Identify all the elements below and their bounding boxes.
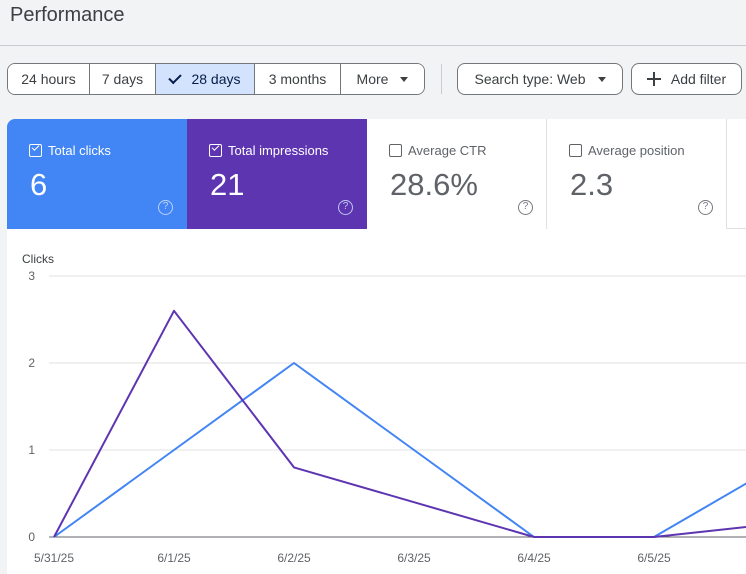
- y-tick-label: 0: [28, 530, 35, 544]
- metric-label: Total clicks: [48, 143, 111, 158]
- date-range-3-months-button[interactable]: 3 months: [255, 64, 341, 94]
- performance-chart: Clicks 0 1 2 3 5/31/25 6/1/25 6/2/25 6/3/25 6/4/2…: [7, 229, 746, 574]
- checkbox-checked-icon[interactable]: [29, 144, 42, 157]
- metric-value: 21: [210, 167, 245, 202]
- x-tick-label: 6/4/25: [517, 551, 551, 565]
- metric-label-row: Average CTR: [389, 143, 487, 158]
- date-range-label: More: [356, 71, 389, 87]
- x-tick-label: 5/31/25: [34, 551, 74, 565]
- metric-card-average-position[interactable]: Average position 2.3 ?: [547, 119, 727, 229]
- metric-label-row: Total clicks: [29, 143, 111, 158]
- checkbox-unchecked-icon[interactable]: [569, 144, 582, 157]
- metric-value: 28.6%: [390, 167, 478, 202]
- search-type-label: Search type: Web: [474, 71, 586, 87]
- help-icon[interactable]: ?: [158, 200, 173, 215]
- y-tick-label: 3: [28, 269, 35, 283]
- date-range-28-days-button[interactable]: 28 days: [156, 64, 255, 94]
- metric-value: 6: [30, 167, 48, 202]
- chart-svg: Clicks 0 1 2 3 5/31/25 6/1/25 6/2/25 6/3/25 6/4/2…: [22, 252, 746, 565]
- plus-icon: [646, 72, 661, 86]
- page-header: Performance: [0, 0, 746, 46]
- metric-value: 2.3: [570, 167, 614, 202]
- metric-card-total-clicks[interactable]: Total clicks 6 ?: [7, 119, 187, 229]
- toolbar: 24 hours 7 days 28 days 3 months More Se…: [0, 58, 746, 98]
- checkbox-unchecked-icon[interactable]: [389, 144, 402, 157]
- metric-label: Total impressions: [228, 143, 329, 158]
- y-tick-label: 1: [28, 443, 35, 457]
- metric-card-total-impressions[interactable]: Total impressions 21 ?: [187, 119, 367, 229]
- series-line-impressions: [53, 309, 746, 538]
- check-icon: [168, 70, 183, 84]
- date-range-more-button[interactable]: More: [341, 64, 424, 94]
- y-tick-label: 2: [28, 356, 35, 370]
- y-axis-label: Clicks: [22, 252, 54, 266]
- date-range-label: 28 days: [191, 71, 241, 87]
- date-range-7-days-button[interactable]: 7 days: [90, 64, 156, 94]
- date-range-24-hours-button[interactable]: 24 hours: [8, 64, 90, 94]
- date-range-label: 3 months: [268, 71, 327, 87]
- x-tick-label: 6/2/25: [277, 551, 311, 565]
- toolbar-divider: [441, 64, 442, 94]
- performance-panel: Total clicks 6 ? Total impressions 21 ? …: [7, 119, 746, 574]
- metric-label: Average CTR: [408, 143, 487, 158]
- metric-label-row: Average position: [569, 143, 685, 158]
- checkbox-checked-icon[interactable]: [209, 144, 222, 157]
- add-filter-button[interactable]: Add filter: [631, 63, 742, 95]
- help-icon[interactable]: ?: [698, 200, 713, 215]
- add-filter-label: Add filter: [670, 71, 727, 87]
- metric-card-average-ctr[interactable]: Average CTR 28.6% ?: [367, 119, 547, 229]
- help-icon[interactable]: ?: [338, 200, 353, 215]
- x-tick-label: 6/1/25: [157, 551, 191, 565]
- metric-cards: Total clicks 6 ? Total impressions 21 ? …: [7, 119, 746, 229]
- metric-label: Average position: [588, 143, 685, 158]
- metric-label-row: Total impressions: [209, 143, 328, 158]
- date-range-label: 7 days: [101, 71, 144, 87]
- caret-down-icon: [400, 76, 409, 82]
- date-range-selector: 24 hours 7 days 28 days 3 months More: [7, 63, 425, 95]
- x-tick-label: 6/5/25: [637, 551, 671, 565]
- help-icon[interactable]: ?: [518, 200, 533, 215]
- x-tick-label: 6/3/25: [397, 551, 431, 565]
- caret-down-icon: [597, 76, 606, 82]
- search-type-dropdown[interactable]: Search type: Web: [457, 63, 623, 95]
- page-title: Performance: [10, 4, 125, 26]
- date-range-label: 24 hours: [21, 71, 76, 87]
